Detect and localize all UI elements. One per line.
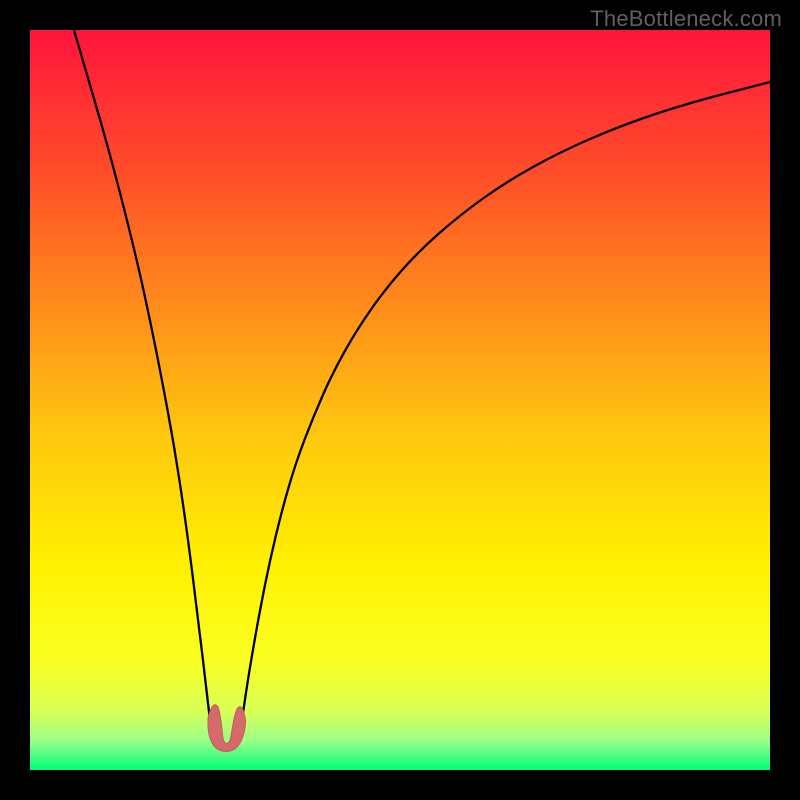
chart-background-gradient (30, 30, 770, 770)
watermark-text: TheBottleneck.com (590, 6, 782, 32)
chart-plot-area (30, 30, 770, 770)
chart-svg (30, 30, 770, 770)
